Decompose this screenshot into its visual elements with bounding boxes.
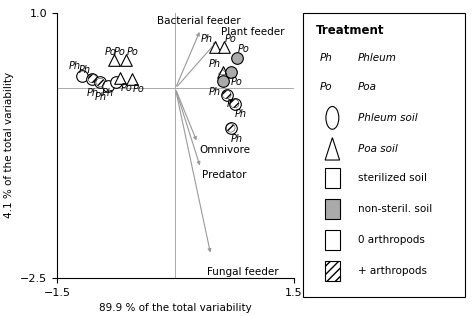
Text: + arthropods: + arthropods [358,266,427,276]
Y-axis label: 4.1 % of the total variability: 4.1 % of the total variability [4,72,15,218]
Text: Po: Po [227,99,239,109]
Text: Po: Po [127,47,139,57]
Bar [325,167,339,187]
Text: Po: Po [231,77,243,88]
Point [110,57,118,62]
Text: Ph: Ph [201,34,213,44]
Text: sterilized soil: sterilized soil [358,173,427,183]
Point [97,80,104,85]
Bar [325,199,339,219]
Point [123,57,130,62]
Bar [325,262,339,281]
Text: Omnivore: Omnivore [199,145,250,155]
Point [112,80,120,85]
Text: Fungal feeder: Fungal feeder [207,267,279,277]
Point [227,69,235,74]
Text: Phleum: Phleum [358,53,397,63]
Text: Plant feeder: Plant feeder [221,27,285,37]
X-axis label: 89.9 % of the total variability: 89.9 % of the total variability [99,303,252,313]
Point [128,76,136,81]
Text: Po: Po [319,82,332,92]
Text: non-steril. soil: non-steril. soil [358,204,432,214]
Point [219,78,227,83]
Polygon shape [325,138,339,160]
Point [211,44,219,49]
Point [116,75,124,80]
Circle shape [326,106,339,129]
Text: Ph: Ph [94,92,106,102]
Text: Ph: Ph [319,53,332,63]
Text: Ph: Ph [209,87,221,96]
Point [104,84,112,89]
Point [89,76,96,81]
Text: Bacterial feeder: Bacterial feeder [157,16,241,26]
Text: Ph: Ph [68,62,80,71]
Text: Po: Po [120,83,132,94]
Text: Ph: Ph [102,88,114,98]
Text: Po: Po [114,47,126,57]
Point [219,69,227,74]
Text: Ph: Ph [231,134,243,143]
Text: Po: Po [105,47,117,57]
Text: Po: Po [237,44,249,54]
Point [233,56,241,61]
Text: 0 arthropods: 0 arthropods [358,235,425,245]
Point [223,92,230,97]
Text: Predator: Predator [202,170,247,180]
Text: Poa soil: Poa soil [358,144,398,154]
Point [231,101,238,106]
Text: Ph: Ph [235,109,247,119]
Text: Ph: Ph [209,59,221,69]
Text: Ph: Ph [79,64,91,75]
Point [227,125,235,131]
Bar [325,230,339,250]
Point [220,44,228,49]
Point [78,73,86,78]
Text: Ph: Ph [86,88,99,98]
Text: Phleum soil: Phleum soil [358,113,418,123]
Text: Po: Po [132,84,144,94]
Text: Po: Po [225,34,237,44]
Text: Treatment: Treatment [316,24,385,37]
Text: Poa: Poa [358,82,377,92]
